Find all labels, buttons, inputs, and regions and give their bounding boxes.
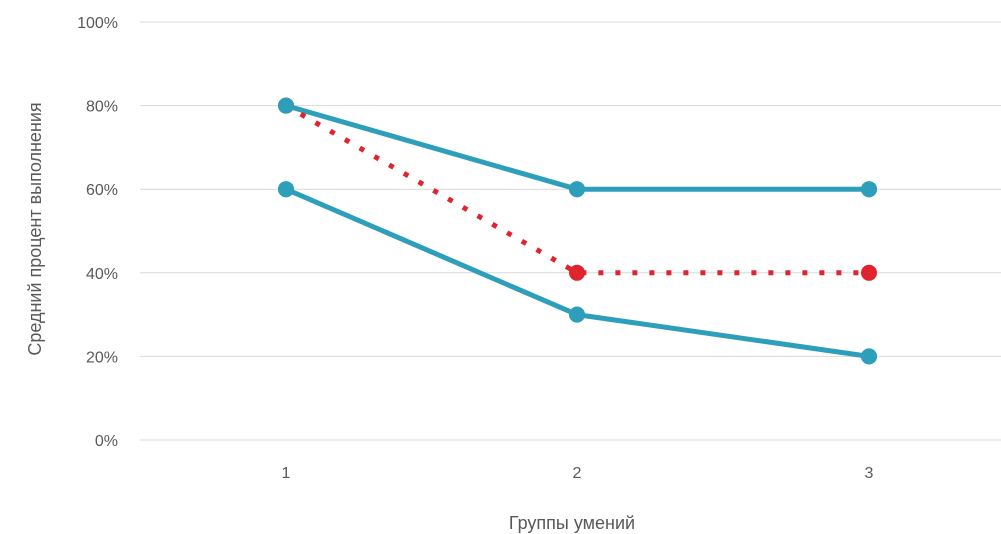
gridlines (140, 21, 1001, 441)
x-tick-labels: 1 2 3 (282, 465, 874, 482)
y-axis-title: Средний процент выполнения (25, 102, 45, 355)
data-point (569, 306, 585, 323)
data-point (569, 264, 585, 281)
y-tick-label: 60% (86, 182, 118, 199)
data-point (861, 181, 877, 198)
y-tick-label: 100% (77, 15, 118, 32)
y-tick-label: 80% (86, 99, 118, 116)
x-axis-title: Группы умений (509, 513, 635, 533)
data-points (278, 97, 877, 365)
x-tick-label: 2 (573, 465, 582, 482)
y-tick-labels: 0% 20% 40% 60% 80% 100% (77, 15, 118, 450)
y-tick-label: 20% (86, 349, 118, 366)
y-tick-label: 40% (86, 266, 118, 283)
data-point (861, 264, 877, 281)
x-tick-label: 3 (865, 465, 874, 482)
y-tick-label: 0% (95, 433, 118, 450)
data-point (569, 181, 585, 198)
data-point (861, 348, 877, 365)
series-line-3 (284, 103, 869, 276)
series-line-1 (283, 103, 872, 192)
data-point (278, 181, 294, 198)
x-tick-label: 1 (282, 465, 291, 482)
data-point (278, 97, 294, 114)
